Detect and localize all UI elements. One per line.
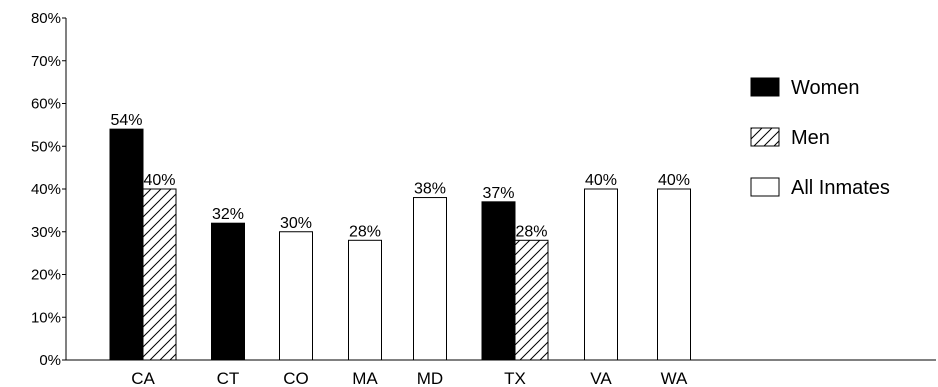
bar-md-all-inmates [413,197,447,361]
x-tick-label: MD [417,369,443,387]
bar-ca-men [142,188,177,361]
legend-swatch-women [750,77,780,97]
bar-wa-all-inmates [657,188,691,361]
bar-va-all-inmates [584,188,618,361]
x-tick-label: CT [217,369,240,387]
y-tick-label: 0% [39,352,61,369]
data-label: 54% [110,112,142,129]
bar-ma-all-inmates [348,239,382,361]
legend-label: Women [791,77,860,99]
x-tick-label: CA [131,369,155,387]
data-label: 28% [349,223,381,240]
x-tick-label: VA [590,369,612,387]
y-tick-label: 80% [31,10,61,27]
y-tick-label: 20% [31,267,61,284]
x-tick-label: CO [283,369,309,387]
legend-swatch-all-inmates [750,177,780,197]
data-label: 28% [515,223,547,240]
legend-label: Men [791,127,830,149]
data-label: 32% [212,206,244,223]
legend: Women Men All Inmates [750,77,890,199]
data-label: 40% [585,172,617,189]
data-label: 40% [143,172,175,189]
legend-label: All Inmates [791,177,890,199]
y-tick-label: 70% [31,53,61,70]
bars: 54% 40% CA 32% CT 30% CO 28% MA 38% MD 37% 28% TX 40% V… [109,112,691,387]
y-tick-label: 50% [31,138,61,155]
bar-co-all-inmates [279,231,313,361]
y-tick-label: 10% [31,309,61,326]
x-tick-label: WA [661,369,688,387]
bar-ct-women [211,222,245,361]
bar-tx-women [481,201,516,361]
bar-tx-men [514,239,549,361]
data-label: 37% [482,185,514,202]
y-tick-label: 30% [31,224,61,241]
data-label: 30% [280,215,312,232]
x-tick-label: MA [352,369,378,387]
data-label: 40% [658,172,690,189]
legend-swatch-men [750,127,780,147]
y-tick-label: 40% [31,181,61,198]
data-label: 38% [414,181,446,198]
bar-ca-women [109,128,144,361]
x-tick-label: TX [504,369,526,387]
y-tick-label: 60% [31,96,61,113]
